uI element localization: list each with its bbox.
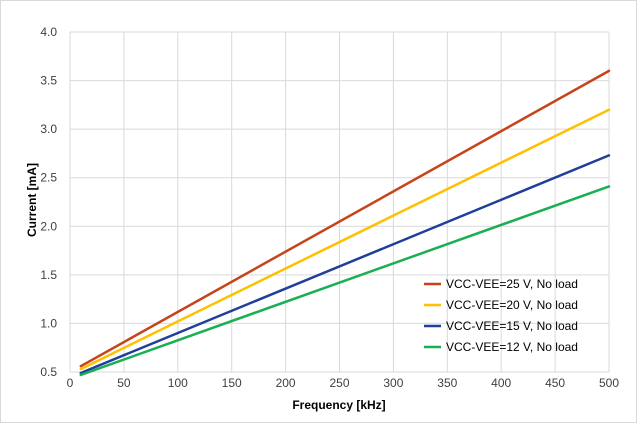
- legend-label: VCC-VEE=20 V, No load: [446, 298, 578, 312]
- x-tick-label: 100: [168, 376, 188, 390]
- x-tick-labels: 0 50 100 150 200 250 300 350 400 450 500: [67, 376, 620, 390]
- y-tick-label: 1.0: [40, 316, 57, 330]
- series-line: [79, 69, 611, 368]
- legend: VCC-VEE=25 V, No load VCC-VEE=20 V, No lo…: [424, 277, 578, 354]
- x-tick-label: 300: [383, 376, 403, 390]
- y-tick-label: 3.0: [40, 122, 57, 136]
- y-tick-label: 4.0: [40, 25, 57, 39]
- series-line: [79, 154, 611, 375]
- x-tick-label: 150: [222, 376, 242, 390]
- x-axis-title: Frequency [kHz]: [292, 398, 385, 412]
- x-tick-label: 350: [437, 376, 457, 390]
- y-axis-title: Current [mA]: [25, 163, 39, 237]
- y-tick-label: 3.5: [40, 74, 57, 88]
- x-tick-label: 500: [599, 376, 619, 390]
- series-line: [79, 185, 611, 377]
- x-tick-label: 200: [276, 376, 296, 390]
- legend-label: VCC-VEE=25 V, No load: [446, 277, 578, 291]
- y-tick-label: 1.5: [40, 268, 57, 282]
- series-line: [79, 108, 611, 371]
- y-tick-label: 2.0: [40, 219, 57, 233]
- y-tick-labels: 0.5 1.0 1.5 2.0 2.5 3.0 3.5 4.0: [40, 25, 57, 379]
- grid: [69, 31, 610, 373]
- y-tick-label: 0.5: [40, 365, 57, 379]
- x-tick-label: 0: [67, 376, 74, 390]
- series-lines: [79, 69, 611, 377]
- legend-label: VCC-VEE=15 V, No load: [446, 319, 578, 333]
- x-tick-label: 450: [545, 376, 565, 390]
- legend-label: VCC-VEE=12 V, No load: [446, 340, 578, 354]
- x-tick-label: 400: [491, 376, 511, 390]
- x-tick-label: 50: [117, 376, 131, 390]
- x-tick-label: 250: [329, 376, 349, 390]
- y-tick-label: 2.5: [40, 171, 57, 185]
